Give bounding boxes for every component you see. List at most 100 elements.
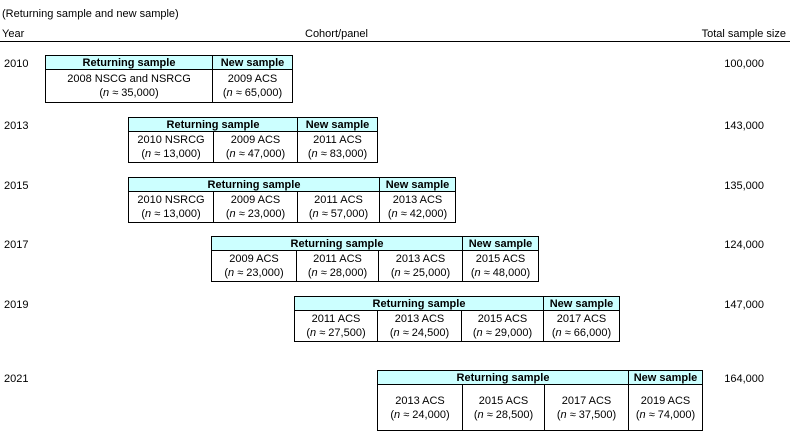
cohort-name: 2009 ACS xyxy=(229,253,279,265)
n-symbol: n xyxy=(226,87,233,99)
n-symbol: n xyxy=(145,208,152,220)
n-symbol: n xyxy=(103,87,110,99)
new-sample-header: New sample xyxy=(212,56,292,70)
cohort-name: 2011 ACS xyxy=(311,313,361,325)
returning-sample-header: Returning sample xyxy=(212,237,462,251)
new-sample-cell: 2011 ACS (n ≈ 83,000) xyxy=(297,132,377,162)
cohort-size: (n ≈ 83,000) xyxy=(307,148,368,160)
cohort-group: Returning sample New sample 2008 NSCG and … xyxy=(45,55,293,103)
cohort-size: (n ≈ 25,000) xyxy=(390,267,451,279)
row-total-sample-size: 143,000 xyxy=(724,120,764,132)
n-symbol: n xyxy=(311,148,318,160)
row-year: 2013 xyxy=(4,120,29,132)
row-total-sample-size: 147,000 xyxy=(724,299,764,311)
new-sample-header: New sample xyxy=(628,371,702,385)
n-symbol: n xyxy=(229,208,236,220)
cohort-size: (n ≈ 29,000) xyxy=(472,327,533,339)
returning-sample-header: Returning sample xyxy=(46,56,212,70)
cohort-group: Returning sample New sample 2011 ACS (n ≈ 2… xyxy=(294,296,620,342)
cohort-size: (n ≈ 35,000) xyxy=(99,87,159,99)
cohort-size: (n ≈ 57,000) xyxy=(308,208,369,220)
cohort-size: (n ≈ 13,000) xyxy=(141,148,201,160)
new-sample-cell: 2017 ACS (n ≈ 66,000) xyxy=(543,311,619,341)
cohort-size: (n ≈ 24,000) xyxy=(390,408,450,421)
returning-sample-cell: 2015 ACS (n ≈ 28,500) xyxy=(462,385,544,430)
cohort-size: (n ≈ 74,000) xyxy=(635,408,696,421)
cohort-size: (n ≈ 65,000) xyxy=(222,87,283,99)
returning-sample-cell: 2010 NSRCG (n ≈ 13,000) xyxy=(129,192,213,222)
n-symbol: n xyxy=(477,408,484,421)
figure-subtitle: (Returning sample and new sample) xyxy=(2,8,179,20)
cohort-name: 2015 ACS xyxy=(477,313,528,325)
new-sample-cell: 2009 ACS (n ≈ 65,000) xyxy=(212,70,292,102)
cohort-group: Returning sample New sample 2010 NSRCG (n ≈… xyxy=(128,177,456,223)
cohort-name: 2013 ACS xyxy=(395,394,445,407)
returning-sample-cell: 2017 ACS (n ≈ 37,500) xyxy=(544,385,628,430)
returning-sample-cell: 2011 ACS (n ≈ 57,000) xyxy=(297,192,379,222)
cohort-size: (n ≈ 13,000) xyxy=(141,208,201,220)
cohort-name: 2010 NSRCG xyxy=(137,134,205,146)
n-symbol: n xyxy=(394,408,401,421)
returning-sample-cell: 2013 ACS (n ≈ 24,500) xyxy=(377,311,461,341)
cohort-name: 2017 ACS xyxy=(556,313,607,325)
n-symbol: n xyxy=(310,327,317,339)
cohort-name: 2010 NSRCG xyxy=(137,194,205,206)
n-symbol: n xyxy=(394,267,401,279)
returning-sample-cell: 2009 ACS (n ≈ 23,000) xyxy=(212,251,296,281)
n-symbol: n xyxy=(228,267,235,279)
cohort-group: Returning sample New sample 2009 ACS (n ≈ 2… xyxy=(211,236,539,282)
cohort-size: (n ≈ 27,500) xyxy=(306,327,366,339)
cohort-size: (n ≈ 37,500) xyxy=(556,408,617,421)
row-year: 2010 xyxy=(4,58,29,70)
header-rule xyxy=(0,41,790,42)
cohort-size: (n ≈ 28,000) xyxy=(307,267,368,279)
header-year: Year xyxy=(2,28,25,40)
cohort-size: (n ≈ 28,500) xyxy=(473,408,534,421)
row-year: 2015 xyxy=(4,180,29,192)
new-sample-cell: 2019 ACS (n ≈ 74,000) xyxy=(628,385,702,430)
cohort-name: 2009 ACS xyxy=(230,194,281,206)
new-sample-cell: 2013 ACS (n ≈ 42,000) xyxy=(379,192,455,222)
cohort-name: 2015 ACS xyxy=(475,253,526,265)
returning-sample-header: Returning sample xyxy=(129,118,297,132)
returning-sample-cell: 2009 ACS (n ≈ 23,000) xyxy=(213,192,297,222)
returning-sample-cell: 2010 NSRCG (n ≈ 13,000) xyxy=(129,132,213,162)
returning-sample-cell: 2015 ACS (n ≈ 29,000) xyxy=(461,311,543,341)
cohort-name: 2009 ACS xyxy=(227,73,278,85)
cohort-name: 2013 ACS xyxy=(392,194,443,206)
row-year: 2019 xyxy=(4,299,29,311)
new-sample-cell: 2015 ACS (n ≈ 48,000) xyxy=(462,251,538,281)
cohort-name: 2011 ACS xyxy=(314,194,363,206)
n-symbol: n xyxy=(555,327,562,339)
new-sample-header: New sample xyxy=(462,237,538,251)
cohort-name: 2009 ACS xyxy=(230,134,281,146)
row-total-sample-size: 124,000 xyxy=(724,239,764,251)
header-total-sample-size: Total sample size xyxy=(701,28,786,40)
row-year: 2021 xyxy=(4,373,29,385)
cohort-name: 2013 ACS xyxy=(394,313,445,325)
row-total-sample-size: 100,000 xyxy=(724,58,764,70)
n-symbol: n xyxy=(311,267,318,279)
returning-sample-header: Returning sample xyxy=(295,297,543,311)
header-cohort-panel: Cohort/panel xyxy=(305,28,368,40)
returning-sample-cell: 2008 NSCG and NSRCG (n ≈ 35,000) xyxy=(46,70,212,102)
returning-sample-cell: 2011 ACS (n ≈ 27,500) xyxy=(295,311,377,341)
row-year: 2017 xyxy=(4,239,29,251)
cohort-name: 2008 NSCG and NSRCG xyxy=(67,73,191,85)
cohort-name: 2015 ACS xyxy=(478,394,529,407)
returning-sample-cell: 2011 ACS (n ≈ 28,000) xyxy=(296,251,378,281)
new-sample-header: New sample xyxy=(543,297,619,311)
cohort-size: (n ≈ 48,000) xyxy=(470,267,531,279)
cohort-name: 2017 ACS xyxy=(561,394,612,407)
cohort-size: (n ≈ 24,500) xyxy=(389,327,450,339)
cohort-name: 2019 ACS xyxy=(640,394,691,407)
n-symbol: n xyxy=(312,208,319,220)
cohort-size: (n ≈ 42,000) xyxy=(387,208,448,220)
cohort-size: (n ≈ 66,000) xyxy=(551,327,612,339)
n-symbol: n xyxy=(229,148,236,160)
returning-sample-header: Returning sample xyxy=(129,178,379,192)
cohort-group: Returning sample New sample 2010 NSRCG (n ≈… xyxy=(128,117,378,163)
cohort-size: (n ≈ 23,000) xyxy=(224,267,284,279)
n-symbol: n xyxy=(145,148,152,160)
cohort-name: 2011 ACS xyxy=(313,253,362,265)
